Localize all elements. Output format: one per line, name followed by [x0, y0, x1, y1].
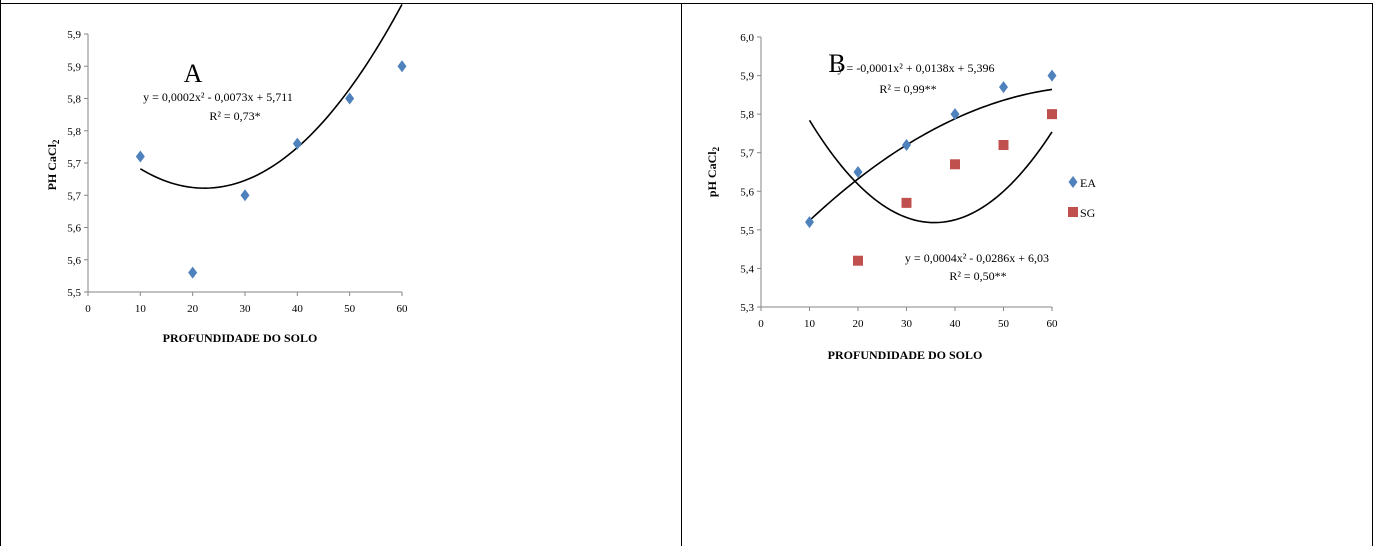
y-tick-label: 5,8: [740, 109, 754, 121]
y-tick-label: 5,8: [67, 126, 81, 138]
svg-text:pH CaCl2: pH CaCl2: [705, 146, 721, 197]
x-tick-label: 30: [240, 303, 252, 315]
chart-b-y-ticks: 5,3 5,4 5,5 5,6 5,7 5,8 5,9 6,0: [740, 32, 761, 314]
legend-marker-ea: [1068, 176, 1078, 188]
chart-a-y-axis-title-sub: 2: [51, 139, 61, 144]
y-tick-label: 5,7: [740, 148, 754, 160]
chart-b-y-axis-title: pH CaCl2: [705, 146, 721, 197]
chart-a-x-ticks: 0 10 20 30 40 50 60: [85, 292, 408, 315]
data-point-sg: [950, 159, 960, 170]
chart-a-y-axis-title-text: PH CaCl: [45, 143, 59, 190]
x-tick-label: 20: [187, 303, 199, 315]
y-tick-label: 5,3: [740, 302, 754, 314]
y-tick-label: 5,6: [740, 186, 754, 198]
chart-b-points-ea: [805, 69, 1057, 229]
chart-b: 5,3 5,4 5,5 5,6 5,7 5,8 5,9 6,0 0 10 20 30 40 50 60 B…: [705, 32, 1096, 362]
chart-b-y-axis-title-sub: 2: [711, 146, 721, 151]
chart-b-r2-sg: R² = 0,50**: [949, 269, 1006, 283]
x-tick-label: 50: [998, 318, 1010, 330]
x-tick-label: 0: [85, 303, 91, 315]
x-tick-label: 10: [135, 303, 147, 315]
data-point-ea: [853, 166, 863, 178]
x-tick-label: 40: [950, 318, 962, 330]
data-point: [292, 137, 302, 150]
y-tick-label: 5,6: [67, 255, 81, 267]
x-tick-label: 10: [804, 318, 816, 330]
chart-a-equation: y = 0,0002x² - 0,0073x + 5,711: [143, 90, 293, 104]
chart-b-equation-sg: y = 0,0004x² - 0,0286x + 6,03: [905, 251, 1049, 265]
legend-marker-sg: [1068, 207, 1078, 217]
data-point: [345, 92, 355, 105]
x-tick-label: 60: [397, 303, 409, 315]
x-tick-label: 30: [901, 318, 913, 330]
svg-text:PH CaCl2: PH CaCl2: [45, 139, 61, 190]
x-tick-label: 60: [1047, 318, 1059, 330]
y-tick-label: 6,0: [740, 32, 754, 44]
chart-b-trendline-sg: [808, 119, 1053, 224]
y-tick-label: 5,9: [740, 71, 754, 83]
data-point-ea: [902, 139, 911, 151]
data-point-ea: [999, 81, 1008, 94]
chart-b-trendline-ea: [808, 88, 1053, 222]
data-point: [188, 266, 198, 279]
y-tick-label: 5,5: [67, 287, 81, 299]
chart-b-equation-ea: y = -0,0001x² + 0,0138x + 5,396: [838, 61, 995, 75]
legend-label-sg: SG: [1080, 206, 1096, 220]
y-tick-label: 5,8: [67, 94, 81, 106]
data-point: [135, 150, 145, 163]
data-point-ea: [950, 108, 960, 121]
chart-b-y-axis-title-text: pH CaCl: [705, 151, 719, 197]
y-tick-label: 5,6: [67, 223, 81, 235]
chart-a-trendline: [139, 3, 403, 189]
y-tick-label: 5,4: [740, 263, 754, 275]
chart-b-legend: EA SG: [1068, 176, 1096, 220]
y-tick-label: 5,9: [67, 61, 81, 73]
y-tick-label: 5,5: [740, 225, 754, 237]
data-point-sg: [901, 197, 912, 208]
chart-a-points: [135, 60, 407, 279]
chart-b-points-sg: [853, 109, 1057, 266]
chart-b-x-ticks: 0 10 20 30 40 50 60: [758, 307, 1058, 330]
chart-b-r2-ea: R² = 0,99**: [879, 82, 936, 96]
y-tick-label: 5,9: [67, 29, 81, 41]
data-point-ea: [805, 216, 814, 229]
data-point-ea: [1047, 69, 1057, 82]
chart-a: 5,5 5,6 5,6 5,7 5,7 5,8 5,8 5,9 5,9 0 10 20 30 40 50 6…: [45, 3, 408, 345]
x-tick-label: 40: [292, 303, 304, 315]
data-point-sg: [998, 140, 1009, 150]
chart-b-x-axis-title: PROFUNDIDADE DO SOLO: [828, 348, 983, 362]
data-point: [397, 60, 407, 73]
y-tick-label: 5,7: [67, 158, 81, 170]
chart-b-panel-label: B: [828, 49, 845, 78]
x-tick-label: 20: [853, 318, 865, 330]
data-point-sg: [1047, 109, 1057, 120]
chart-a-y-axis-title: PH CaCl2: [45, 139, 61, 190]
chart-a-panel-label: A: [184, 59, 203, 88]
x-tick-label: 0: [758, 318, 764, 330]
legend-label-ea: EA: [1080, 176, 1096, 190]
y-tick-label: 5,7: [67, 190, 81, 202]
chart-a-r2: R² = 0,73*: [209, 109, 260, 123]
data-point-sg: [853, 255, 863, 266]
x-tick-label: 50: [344, 303, 356, 315]
chart-a-x-axis-title: PROFUNDIDADE DO SOLO: [163, 331, 318, 345]
data-point: [240, 189, 250, 202]
chart-a-y-ticks: 5,5 5,6 5,6 5,7 5,7 5,8 5,8 5,9 5,9: [67, 29, 88, 299]
